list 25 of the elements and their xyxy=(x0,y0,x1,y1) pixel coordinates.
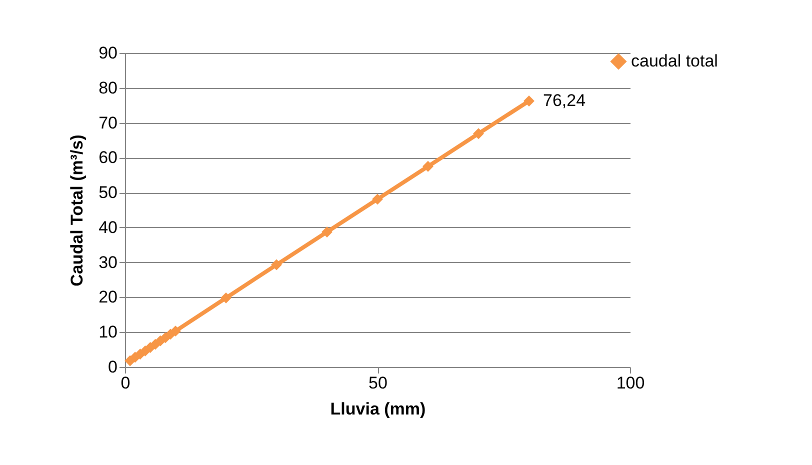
point xyxy=(524,96,534,106)
x-axis-title: Lluvia (mm) xyxy=(330,400,426,418)
y-tick-label: 20 xyxy=(98,288,118,307)
point xyxy=(422,160,434,172)
point xyxy=(322,226,332,238)
point xyxy=(220,292,232,304)
point xyxy=(372,194,383,205)
y-tick-label: 60 xyxy=(98,148,118,168)
y-tick-label: 50 xyxy=(98,183,118,202)
y-tick-label: 80 xyxy=(98,78,118,98)
y-tick-label: 90 xyxy=(98,44,118,62)
x-tick-label: 0 xyxy=(120,374,130,392)
x-tick-label: 100 xyxy=(616,374,645,392)
data-label: 76,24 xyxy=(543,91,586,110)
y-tick-label: 70 xyxy=(98,113,118,132)
y-tick-label: 40 xyxy=(98,218,118,237)
y-tick-label: 30 xyxy=(98,252,118,272)
y-tick-label: 0 xyxy=(108,358,118,376)
x-tick-label: 50 xyxy=(368,374,388,392)
point xyxy=(473,128,484,140)
y-axis-title: Caudal Total (m³/s) xyxy=(68,134,87,286)
point xyxy=(271,259,282,270)
legend-label: caudal total xyxy=(631,52,718,70)
y-tick-label: 10 xyxy=(98,322,118,342)
point xyxy=(170,326,181,337)
